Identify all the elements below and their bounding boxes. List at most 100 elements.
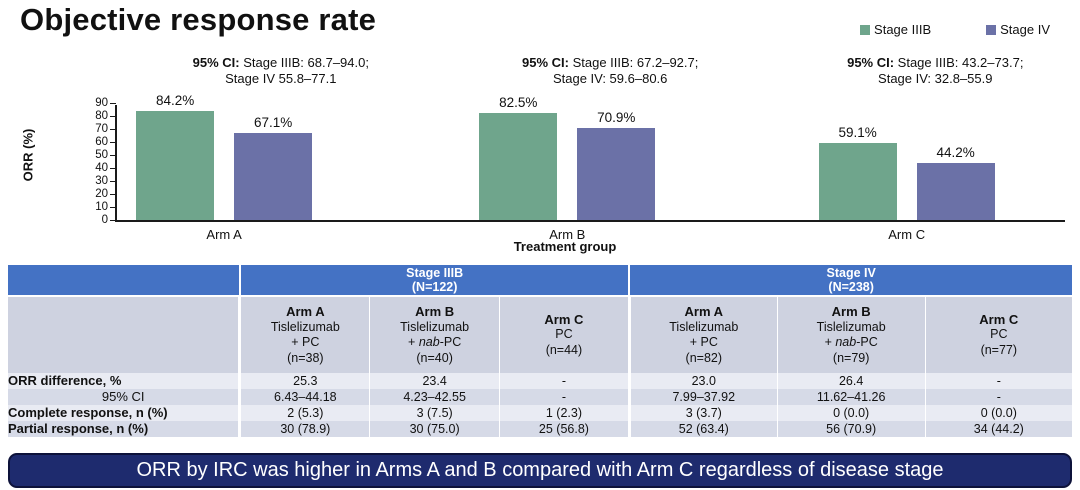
legend-swatch-icon xyxy=(860,24,871,35)
table-cell: 11.62–41.26 xyxy=(776,389,926,405)
table-cell: 56 (70.9) xyxy=(776,421,926,437)
y-tick-label: 20 xyxy=(95,188,108,200)
bar-value-label: 70.9% xyxy=(597,109,636,125)
bar-group: 82.5% 70.9% Arm B xyxy=(479,95,656,242)
arm-header-row: Arm A Tislelizumab + PC (n=38) Arm B Tisleliz… xyxy=(8,296,1072,373)
bar: 44.2% xyxy=(916,145,995,220)
group-header-cell: Stage IV (N=238) xyxy=(628,265,1072,297)
table-cell: - xyxy=(924,389,1072,405)
bar: 84.2% xyxy=(136,93,215,220)
table-cell: - xyxy=(924,373,1072,389)
bar: 82.5% xyxy=(479,95,558,220)
y-tick-label: 30 xyxy=(95,175,108,187)
results-table: Stage IIIB (N=122) Stage IV (N=238) Arm A Tis… xyxy=(8,265,1072,437)
group-header-cell: Stage IIIB (N=122) xyxy=(238,265,630,297)
conclusion-banner: ORR by IRC was higher in Arms A and B co… xyxy=(8,453,1072,488)
x-axis-label: Treatment group xyxy=(513,239,617,254)
bar-rect xyxy=(136,110,215,220)
table-cell: 23.4 xyxy=(369,373,500,389)
table-cell: 26.4 xyxy=(776,373,926,389)
table-cell: - xyxy=(499,373,630,389)
row-label: Partial response, n (%) xyxy=(8,421,149,436)
table-cell: 2 (5.3) xyxy=(238,405,370,421)
table-corner-cell xyxy=(8,265,240,297)
bar-value-label: 59.1% xyxy=(838,125,877,141)
ci-annotation: 95% CI: Stage IIIB: 68.7–94.0; Stage IV 5… xyxy=(192,55,369,86)
y-tick-mark xyxy=(110,206,116,208)
bar-rect xyxy=(234,132,313,220)
conclusion-text: ORR by IRC was higher in Arms A and B co… xyxy=(136,459,944,481)
bar: 67.1% xyxy=(234,115,313,220)
bar-rect xyxy=(479,112,558,220)
legend-item: Stage IV xyxy=(986,22,1050,37)
legend-swatch-icon xyxy=(986,24,997,35)
ci-annotation: 95% CI: Stage IIIB: 67.2–92.7; Stage IV: … xyxy=(522,55,699,86)
arm-header-cell: Arm A Tislelizumab + PC (n=82) xyxy=(627,296,778,373)
y-tick-label: 80 xyxy=(95,110,108,122)
bar-rect xyxy=(577,127,656,220)
bar-chart: ORR (%) 0 10 20 30 40 50 60 70 80 90 84.2% 67.1% Arm… xyxy=(0,93,1080,255)
bar-group: 59.1% 44.2% Arm C xyxy=(818,125,995,242)
results-table-body: ORR difference, % 25.3 23.4-23.0 26.4-95% C… xyxy=(8,373,1072,437)
table-cell: 23.0 xyxy=(627,373,778,389)
bar-rect xyxy=(818,143,897,220)
y-tick-mark xyxy=(110,167,116,169)
legend-label: Stage IV xyxy=(1000,22,1050,37)
arm-header-cell: Arm A Tislelizumab + PC (n=38) xyxy=(238,296,370,373)
table-row: ORR difference, % 25.3 23.4-23.0 26.4- xyxy=(8,373,1072,389)
table-cell: - xyxy=(499,389,630,405)
table-cell: 4.23–42.55 xyxy=(369,389,500,405)
bar: 59.1% xyxy=(818,125,897,220)
table-cell: 1 (2.3) xyxy=(499,405,630,421)
table-cell: 0 (0.0) xyxy=(924,405,1072,421)
arm-header-cell: Arm B Tislelizumab + nab-PC (n=40) xyxy=(369,296,500,373)
y-axis-label: ORR (%) xyxy=(20,128,36,182)
y-tick-mark xyxy=(110,180,116,182)
table-row: Partial response, n (%) 30 (78.9) 30 (75.0… xyxy=(8,421,1072,437)
bar-value-label: 82.5% xyxy=(499,94,538,110)
table-cell: 30 (75.0) xyxy=(369,421,500,437)
y-tick-mark xyxy=(110,141,116,143)
y-tick-mark xyxy=(110,193,116,195)
y-tick-label: 50 xyxy=(95,149,108,161)
arm-header-cell: Arm C PC (n=77) xyxy=(924,296,1072,373)
table-cell: 52 (63.4) xyxy=(627,421,778,437)
category-label: Arm A xyxy=(206,227,242,242)
arm-header-cell: Arm B Tislelizumab + nab-PC (n=79) xyxy=(776,296,926,373)
table-cell: 0 (0.0) xyxy=(776,405,926,421)
y-tick-label: 60 xyxy=(95,136,108,148)
arm-header-cell: Arm C PC (n=44) xyxy=(499,296,630,373)
table-cell: 30 (78.9) xyxy=(238,421,370,437)
bar-value-label: 67.1% xyxy=(253,114,293,130)
table-cell: 6.43–44.18 xyxy=(238,389,370,405)
table-row: 95% CI 6.43–44.18 4.23–42.55-7.99–37.92 11.… xyxy=(8,389,1072,405)
y-tick-mark xyxy=(110,102,116,104)
plot-area: 0 10 20 30 40 50 60 70 80 90 84.2% 67.1% Arm A 82.5% 7… xyxy=(95,93,1065,242)
y-tick-label: 70 xyxy=(95,123,108,135)
y-tick-mark xyxy=(110,115,116,117)
bar-group: 84.2% 67.1% Arm A xyxy=(136,93,313,242)
y-tick-mark xyxy=(110,128,116,130)
bar-rect xyxy=(916,162,995,220)
category-label: Arm C xyxy=(888,227,926,242)
y-tick-label: 90 xyxy=(95,97,108,109)
y-tick-mark xyxy=(110,154,116,156)
row-label: Complete response, n (%) xyxy=(8,405,168,420)
y-tick-label: 40 xyxy=(95,162,108,174)
results-table-head: Stage IIIB (N=122) Stage IV (N=238) Arm A Tis… xyxy=(8,265,1072,373)
table-cell: 3 (3.7) xyxy=(627,405,778,421)
ci-annotation: 95% CI: Stage IIIB: 43.2–73.7; Stage IV: … xyxy=(847,55,1024,86)
ci-annotations: 95% CI: Stage IIIB: 68.7–94.0; Stage IV 5… xyxy=(0,55,1080,91)
legend-label: Stage IIIB xyxy=(874,22,932,37)
y-tick-mark xyxy=(110,219,116,221)
category-label: Arm B xyxy=(549,227,586,242)
page-title: Objective response rate xyxy=(20,2,377,37)
group-header-row: Stage IIIB (N=122) Stage IV (N=238) xyxy=(8,265,1072,297)
bar-value-label: 84.2% xyxy=(155,92,195,108)
table-row: Complete response, n (%) 2 (5.3) 3 (7.5) 1 … xyxy=(8,405,1072,421)
chart-legend: Stage IIIB Stage IV xyxy=(860,22,1050,37)
table-corner-cell xyxy=(8,296,240,373)
bar-value-label: 44.2% xyxy=(936,144,975,160)
table-cell: 3 (7.5) xyxy=(369,405,500,421)
